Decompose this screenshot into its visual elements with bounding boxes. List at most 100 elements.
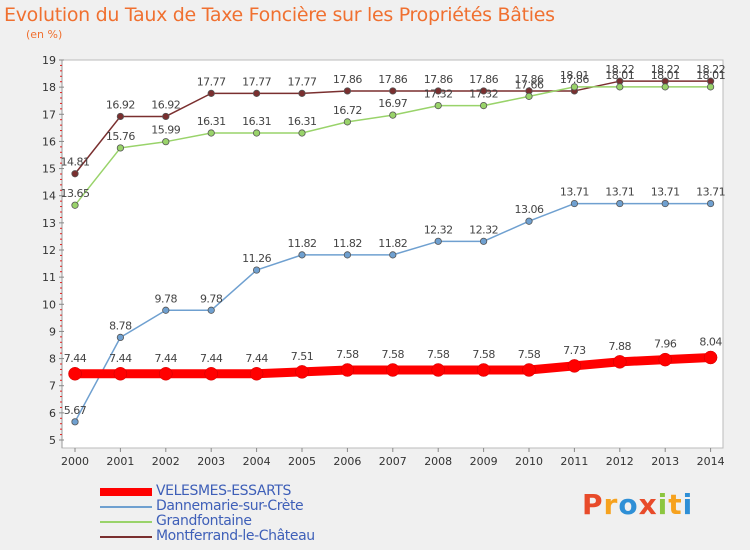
data-label: 7.58	[472, 348, 495, 361]
legend-label: Montferrand-le-Château	[156, 528, 315, 544]
data-label: 18.22	[651, 63, 680, 76]
legend-label: Dannemarie-sur-Crète	[156, 498, 304, 514]
data-label: 12.32	[424, 223, 453, 236]
data-label: 13.65	[61, 187, 90, 200]
legend-swatch	[100, 505, 152, 508]
x-tick-label: 2005	[288, 455, 316, 468]
x-tick-label: 2011	[560, 455, 588, 468]
data-label: 11.82	[288, 237, 317, 250]
series-point-1	[661, 199, 669, 208]
series-point-3	[389, 87, 397, 95]
y-tick-label: 13	[42, 217, 56, 230]
data-label: 11.26	[242, 252, 271, 265]
data-label: 18.01	[696, 69, 725, 82]
series-point-2	[343, 118, 351, 126]
series-point-2	[389, 111, 397, 119]
y-tick-label: 12	[42, 244, 56, 257]
data-label: 5.67	[64, 404, 87, 417]
data-label: 16.31	[288, 115, 317, 128]
data-label: 15.99	[151, 124, 180, 137]
data-label: 7.44	[64, 352, 87, 365]
chart-title: Evolution du Taux de Taxe Foncière sur l…	[4, 4, 555, 26]
data-label: 17.32	[469, 88, 498, 101]
series-point-2	[116, 144, 125, 152]
y-tick-label: 6	[49, 407, 56, 420]
series-point-2	[253, 129, 261, 137]
series-point-3	[479, 87, 488, 95]
data-label: 17.86	[515, 73, 544, 86]
series-point-0	[431, 363, 445, 377]
series-point-1	[71, 418, 79, 426]
y-tick-label: 8	[49, 353, 56, 366]
data-label: 7.51	[291, 350, 314, 363]
y-tick-label: 9	[49, 325, 56, 338]
logo-letter: i	[657, 488, 669, 521]
y-tick-label: 10	[42, 298, 56, 311]
logo-letter: o	[618, 488, 639, 521]
x-tick-label: 2000	[61, 455, 89, 468]
series-point-0	[613, 355, 627, 369]
data-label: 11.82	[378, 237, 407, 250]
proxiti-logo: Proxiti	[582, 488, 693, 521]
legend-label: VELESMES-ESSARTS	[156, 483, 292, 499]
data-label: 7.88	[609, 340, 632, 353]
x-tick-label: 2010	[515, 455, 543, 468]
series-point-3	[343, 87, 351, 95]
series-point-2	[706, 83, 715, 91]
data-label: 7.44	[200, 352, 223, 365]
series-point-0	[658, 352, 672, 367]
data-label: 13.71	[651, 186, 680, 199]
legend-label: Grandfontaine	[156, 513, 252, 529]
data-label: 8.04	[699, 335, 722, 348]
series-point-2	[207, 129, 215, 137]
data-label: 7.58	[518, 348, 541, 361]
series-point-2	[616, 83, 624, 91]
series-point-3	[207, 89, 215, 97]
y-tick-label: 7	[49, 380, 56, 393]
x-tick-label: 2008	[424, 455, 452, 468]
series-point-2	[162, 138, 170, 146]
y-tick-label: 15	[42, 163, 56, 176]
series-point-1	[253, 266, 261, 274]
x-tick-label: 2014	[697, 455, 725, 468]
series-point-0	[340, 363, 355, 377]
data-label: 17.77	[288, 75, 317, 88]
series-point-2	[525, 92, 533, 100]
data-label: 18.01	[605, 69, 634, 82]
data-label: 13.71	[605, 186, 634, 199]
logo-letter: x	[638, 488, 658, 521]
logo-letter: i	[682, 488, 694, 521]
series-point-2	[570, 83, 579, 91]
series-point-3	[253, 89, 261, 97]
data-label: 7.58	[382, 348, 405, 361]
data-label: 16.92	[151, 98, 180, 111]
series-point-0	[68, 367, 82, 381]
x-tick-label: 2003	[197, 455, 225, 468]
series-point-1	[570, 199, 579, 208]
y-tick-label: 16	[42, 135, 56, 148]
legend-swatch	[100, 520, 152, 523]
series-point-3	[434, 87, 442, 95]
y-tick-label: 11	[42, 271, 56, 284]
series-point-1	[706, 199, 715, 208]
data-label: 15.76	[106, 130, 135, 143]
series-point-0	[567, 359, 582, 373]
data-label: 7.44	[155, 352, 178, 365]
data-label: 13.06	[515, 203, 544, 216]
series-point-1	[298, 251, 306, 259]
x-tick-label: 2006	[333, 455, 361, 468]
logo-letter: r	[603, 488, 619, 521]
y-tick-label: 5	[49, 434, 56, 447]
series-point-1	[162, 306, 170, 314]
series-point-0	[159, 367, 173, 381]
series-point-3	[298, 89, 306, 97]
series-point-0	[249, 367, 264, 381]
data-label: 16.72	[333, 104, 362, 117]
series-point-2	[661, 83, 669, 91]
series-point-3	[71, 170, 79, 178]
chart-legend: VELESMES-ESSARTS Dannemarie-sur-Crète Gran…	[100, 484, 315, 544]
data-label: 14.81	[61, 156, 90, 169]
logo-letter: P	[582, 488, 604, 521]
series-point-0	[476, 363, 491, 377]
